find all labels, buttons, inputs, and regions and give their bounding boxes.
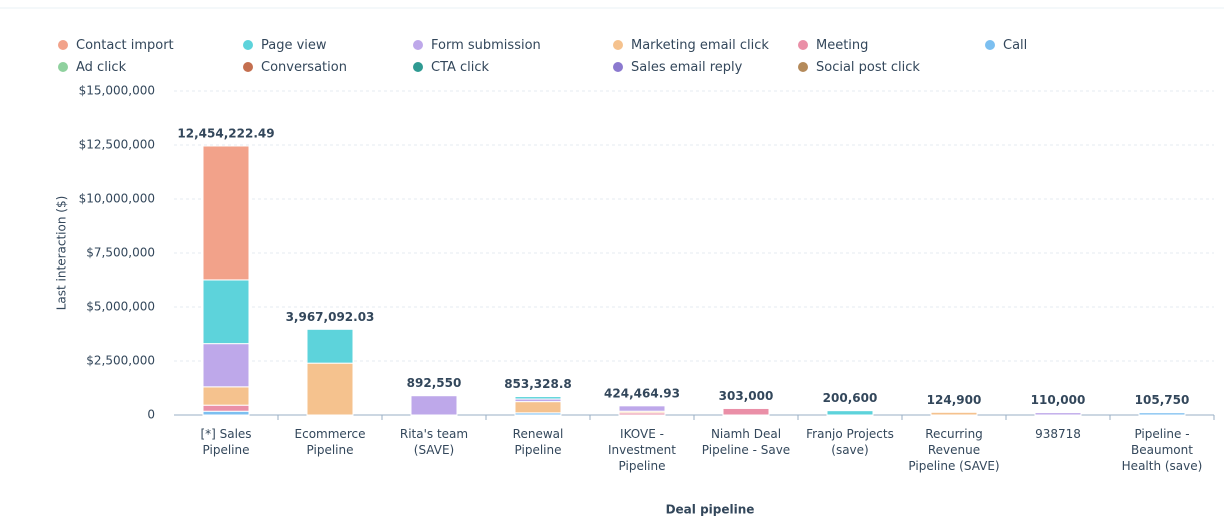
legend-item: Form submission	[413, 38, 541, 53]
x-tick-label: Niamh Deal Pipeline - Save	[701, 427, 791, 457]
bar-segment	[1034, 412, 1082, 416]
legend-label: Marketing email click	[631, 38, 769, 53]
legend-swatch	[413, 62, 423, 72]
total-label: 853,328.8	[504, 377, 572, 391]
legend-item: Conversation	[243, 60, 347, 75]
bar-segment	[306, 328, 354, 364]
y-tick-label: $7,500,000	[86, 246, 155, 260]
legend-swatch	[613, 40, 623, 50]
legend-swatch	[798, 62, 808, 72]
bar-segment	[202, 386, 250, 406]
legend-item: Meeting	[798, 38, 868, 53]
total-label: 200,600	[823, 391, 878, 405]
x-tick-label: IKOVE - Investment Pipeline	[608, 427, 676, 473]
x-tick-label: Rita's team (SAVE)	[399, 427, 469, 457]
y-tick-label: $5,000,000	[86, 300, 155, 314]
legend-item: Social post click	[798, 60, 920, 75]
total-label: 3,967,092.03	[286, 310, 375, 324]
legend-label: Sales email reply	[631, 60, 743, 75]
legend-swatch	[58, 40, 68, 50]
y-tick-label: $15,000,000	[79, 84, 155, 98]
total-label: 892,550	[407, 376, 462, 390]
total-label: 105,750	[1135, 393, 1190, 407]
legend-item: CTA click	[413, 60, 489, 75]
legend-label: Ad click	[76, 60, 127, 75]
bar-segment	[514, 401, 562, 414]
y-axis-title: Last interaction ($)	[55, 196, 69, 311]
x-tick-label: [*] Sales Pipeline	[200, 427, 252, 457]
legend-label: Contact import	[76, 38, 174, 53]
x-axis-title: Deal pipeline	[666, 503, 755, 517]
total-label: 424,464.93	[604, 386, 680, 400]
legend-item: Sales email reply	[613, 60, 742, 75]
x-tick-label: Recurring Revenue Pipeline (SAVE)	[908, 427, 1000, 473]
bar-segment	[618, 405, 666, 412]
bar-segment	[1138, 412, 1186, 416]
legend-item: Marketing email click	[613, 38, 769, 53]
bar-segment	[306, 362, 354, 416]
x-tick-label: Franjo Projects (save)	[806, 427, 894, 457]
legend-label: Social post click	[816, 60, 920, 75]
legend-label: CTA click	[431, 60, 490, 75]
bar-segment	[514, 396, 562, 400]
bar-segment	[722, 407, 770, 416]
legend-item: Call	[985, 38, 1027, 53]
y-tick-label: $10,000,000	[79, 192, 155, 206]
y-tick-label: $2,500,000	[86, 354, 155, 368]
legend-swatch	[413, 40, 423, 50]
legend-swatch	[243, 62, 253, 72]
legend-item: Contact import	[58, 38, 174, 53]
legend-label: Call	[1003, 38, 1028, 53]
bar-segment	[202, 410, 250, 416]
legend-item: Page view	[243, 38, 327, 53]
legend-swatch	[985, 40, 995, 50]
total-label: 110,000	[1031, 393, 1086, 407]
bar-segment	[410, 395, 458, 416]
legend-label: Page view	[261, 38, 327, 53]
legend-label: Form submission	[431, 38, 541, 53]
bar-segment	[826, 410, 874, 416]
y-tick-label: $12,500,000	[79, 138, 155, 152]
x-tick-label: Renewal Pipeline	[512, 427, 564, 457]
x-tick-label: 938718	[1035, 427, 1081, 441]
legend-label: Conversation	[261, 60, 347, 75]
legend-item: Ad click	[58, 60, 126, 75]
total-label: 124,900	[927, 393, 982, 407]
legend-swatch	[58, 62, 68, 72]
legend-swatch	[243, 40, 253, 50]
legend-swatch	[613, 62, 623, 72]
total-label: 303,000	[719, 389, 774, 403]
bar-segment	[202, 145, 250, 281]
bar-segment	[930, 411, 978, 416]
x-tick-label: Ecommerce Pipeline	[294, 427, 366, 457]
x-tick-label: Pipeline - Beaumont Health (save)	[1121, 427, 1203, 473]
y-tick-label: 0	[147, 408, 155, 422]
bar-segment	[202, 343, 250, 388]
bar-segment	[202, 279, 250, 345]
bar-segment	[202, 404, 250, 412]
total-label: 12,454,222.49	[177, 126, 274, 140]
legend-swatch	[798, 40, 808, 50]
legend-label: Meeting	[816, 38, 869, 53]
